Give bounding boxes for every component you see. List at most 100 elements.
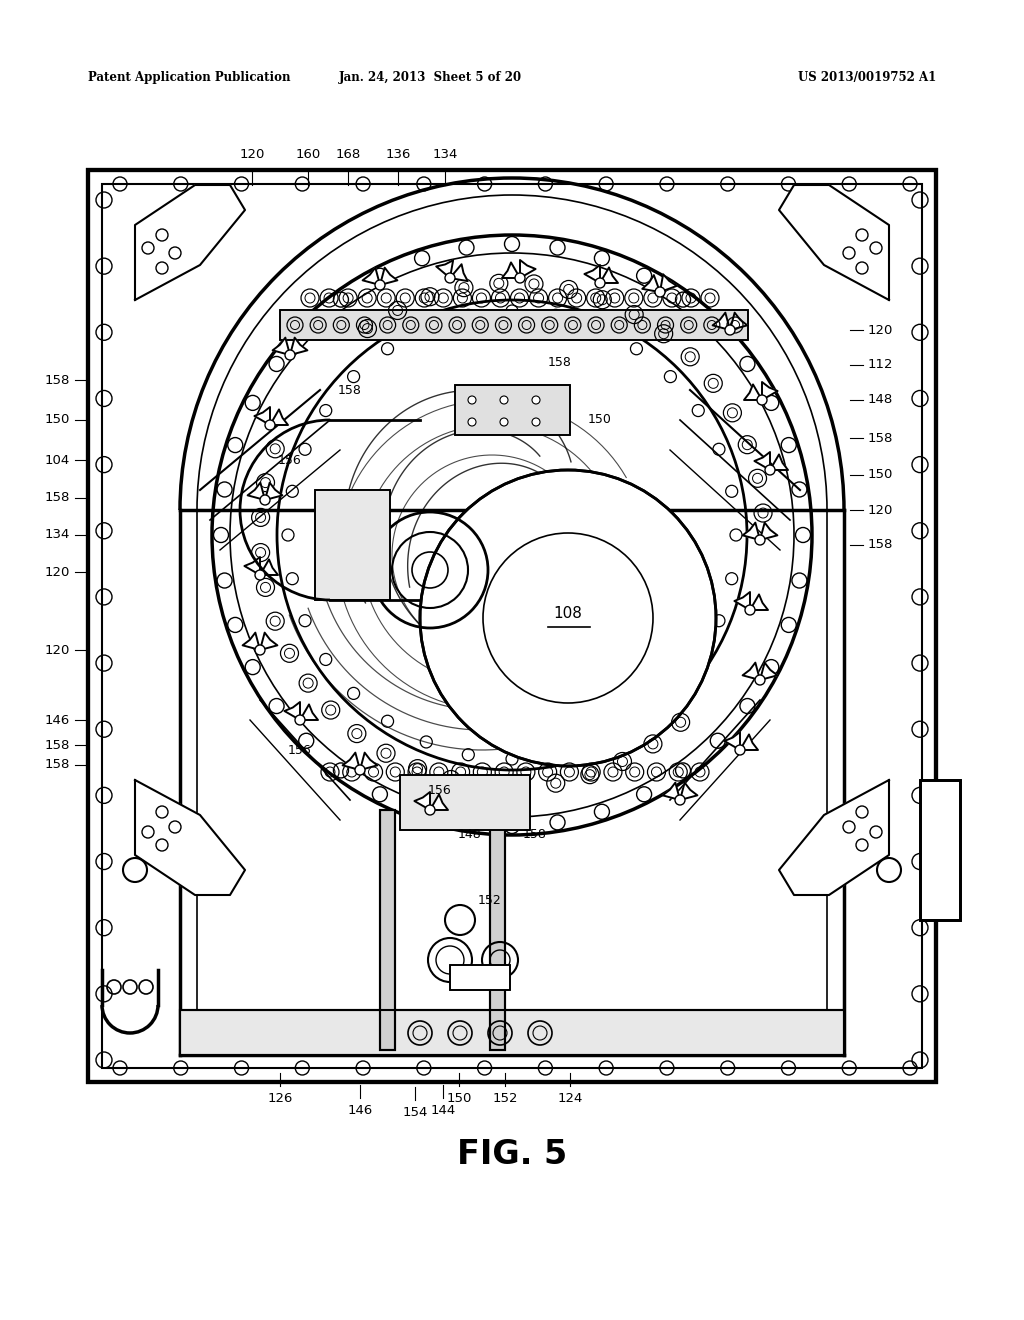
Polygon shape: [713, 313, 730, 330]
Ellipse shape: [425, 805, 435, 814]
Bar: [88, 170, 936, 1082]
Polygon shape: [734, 591, 750, 610]
Polygon shape: [760, 523, 777, 540]
Text: Patent Application Publication: Patent Application Publication: [88, 71, 291, 84]
Text: 152: 152: [478, 894, 502, 907]
Text: 150: 150: [446, 1092, 472, 1105]
Ellipse shape: [725, 325, 735, 335]
Ellipse shape: [445, 273, 455, 282]
Polygon shape: [660, 275, 677, 292]
Text: 136: 136: [385, 149, 411, 161]
Polygon shape: [762, 381, 777, 400]
Text: Jan. 24, 2013  Sheet 5 of 20: Jan. 24, 2013 Sheet 5 of 20: [339, 71, 521, 84]
Ellipse shape: [755, 535, 765, 545]
Polygon shape: [663, 783, 680, 800]
Bar: [315, 490, 390, 601]
Text: 146: 146: [45, 714, 70, 726]
Text: 158: 158: [338, 384, 361, 396]
Ellipse shape: [595, 279, 605, 288]
Ellipse shape: [295, 715, 305, 725]
Ellipse shape: [255, 645, 265, 655]
Polygon shape: [260, 632, 278, 649]
Text: 124: 124: [557, 1092, 583, 1105]
Ellipse shape: [515, 273, 525, 282]
Ellipse shape: [745, 605, 755, 615]
Ellipse shape: [532, 418, 540, 426]
Polygon shape: [290, 338, 307, 355]
Text: 134: 134: [432, 149, 458, 161]
Text: 148: 148: [458, 829, 482, 842]
Polygon shape: [450, 264, 468, 281]
Polygon shape: [779, 185, 889, 300]
Bar: [380, 810, 395, 1049]
Text: 160: 160: [295, 149, 321, 161]
Bar: [450, 965, 510, 990]
Polygon shape: [360, 752, 378, 770]
Polygon shape: [740, 734, 758, 750]
Bar: [180, 1010, 844, 1055]
Bar: [455, 385, 570, 436]
Text: 120: 120: [240, 149, 264, 161]
Polygon shape: [724, 733, 740, 750]
Text: 146: 146: [347, 1104, 373, 1117]
Polygon shape: [520, 260, 536, 279]
Ellipse shape: [675, 795, 685, 805]
Bar: [455, 385, 570, 436]
Text: 156: 156: [428, 784, 452, 796]
Ellipse shape: [500, 418, 508, 426]
Polygon shape: [270, 409, 288, 425]
Text: 108: 108: [554, 606, 583, 622]
Text: 120: 120: [868, 323, 893, 337]
Polygon shape: [248, 483, 265, 500]
Bar: [400, 775, 530, 830]
Polygon shape: [243, 632, 260, 649]
Polygon shape: [135, 185, 245, 300]
Ellipse shape: [420, 470, 716, 766]
Ellipse shape: [532, 396, 540, 404]
Text: 112: 112: [868, 359, 894, 371]
Bar: [88, 170, 936, 1082]
Polygon shape: [770, 454, 788, 470]
Polygon shape: [380, 268, 397, 285]
Ellipse shape: [375, 280, 385, 290]
Text: 148: 148: [868, 393, 893, 407]
Ellipse shape: [735, 744, 745, 755]
Text: 158: 158: [45, 374, 70, 387]
Ellipse shape: [265, 420, 275, 430]
Polygon shape: [730, 313, 748, 330]
Text: 156: 156: [288, 743, 312, 756]
Ellipse shape: [655, 286, 665, 297]
Text: 168: 168: [336, 149, 360, 161]
Polygon shape: [300, 705, 318, 719]
Polygon shape: [742, 663, 760, 680]
Polygon shape: [135, 780, 245, 895]
Polygon shape: [742, 523, 760, 540]
Text: 120: 120: [45, 644, 70, 656]
Bar: [180, 1010, 844, 1055]
Text: FIG. 5: FIG. 5: [457, 1138, 567, 1172]
Text: 134: 134: [45, 528, 70, 541]
Ellipse shape: [765, 465, 775, 475]
Bar: [920, 780, 961, 920]
Polygon shape: [343, 752, 360, 770]
Ellipse shape: [285, 350, 295, 360]
Polygon shape: [585, 265, 600, 282]
Polygon shape: [260, 560, 278, 576]
Text: 154: 154: [402, 1105, 428, 1118]
Polygon shape: [744, 384, 762, 400]
Bar: [280, 310, 748, 341]
Polygon shape: [600, 268, 618, 282]
Polygon shape: [436, 260, 454, 279]
Ellipse shape: [500, 396, 508, 404]
Text: 158: 158: [868, 432, 893, 445]
Bar: [490, 810, 505, 1049]
Text: 158: 158: [523, 829, 547, 842]
Polygon shape: [750, 594, 768, 610]
Text: 126: 126: [267, 1092, 293, 1105]
Bar: [315, 490, 390, 601]
Ellipse shape: [255, 570, 265, 579]
Polygon shape: [430, 795, 449, 810]
Text: 150: 150: [588, 413, 612, 426]
Bar: [450, 965, 510, 990]
Polygon shape: [755, 451, 770, 470]
